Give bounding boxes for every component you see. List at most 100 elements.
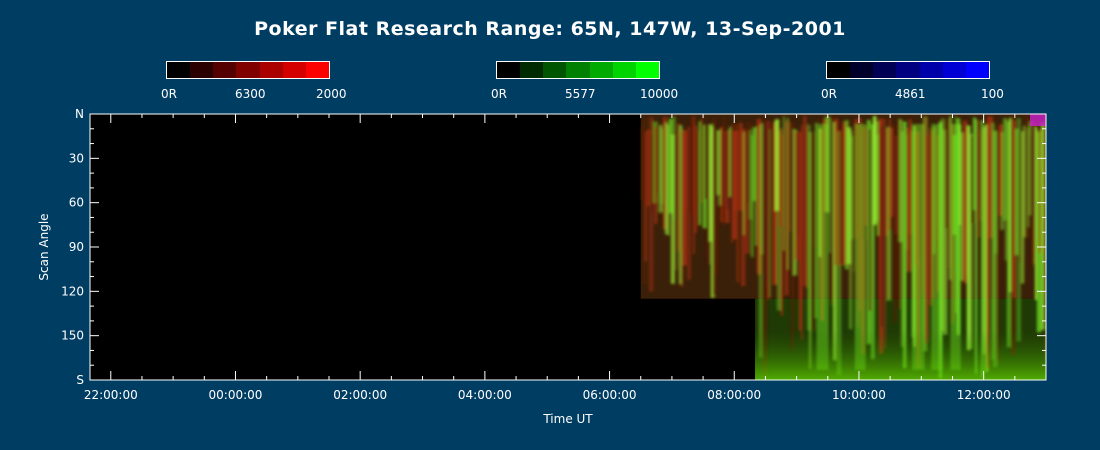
aurora-streak bbox=[1004, 119, 1008, 261]
colorbar-4861-min-label: 0R bbox=[821, 87, 837, 101]
aurora-streak bbox=[714, 131, 719, 276]
aurora-streak bbox=[684, 132, 687, 209]
aurora-streak bbox=[640, 127, 644, 201]
aurora-streak bbox=[732, 130, 737, 240]
aurora-streak bbox=[926, 135, 930, 342]
colorbar-6300 bbox=[166, 61, 330, 79]
aurora-streak bbox=[804, 125, 809, 289]
aurora-streak bbox=[678, 125, 683, 285]
aurora-streak bbox=[884, 128, 888, 237]
aurora-streak bbox=[974, 119, 978, 374]
aurora-streak bbox=[984, 124, 989, 373]
aurora-streak bbox=[720, 126, 723, 223]
aurora-streak bbox=[698, 121, 701, 225]
colorbar-segment bbox=[520, 62, 544, 78]
colorbar-segment bbox=[919, 62, 943, 78]
aurora-streak bbox=[788, 122, 792, 232]
aurora-streak bbox=[872, 116, 877, 225]
aurora-streak bbox=[832, 122, 837, 361]
aurora-arc bbox=[816, 124, 829, 370]
colorbar-segment bbox=[612, 62, 636, 78]
aurora-streak bbox=[722, 116, 726, 227]
colorbar-6300-max-label: 2000 bbox=[316, 87, 347, 101]
aurora-streak bbox=[1034, 126, 1038, 300]
aurora-streak bbox=[692, 116, 695, 255]
aurora-streak bbox=[730, 124, 734, 244]
colorbar-segment bbox=[942, 62, 966, 78]
aurora-streak bbox=[784, 121, 789, 296]
x-tick-label: 08:00:00 bbox=[707, 388, 761, 402]
aurora-streak bbox=[642, 117, 647, 285]
y-tick-label: 120 bbox=[61, 284, 84, 298]
aurora-streak bbox=[976, 120, 981, 238]
aurora-streak bbox=[666, 125, 670, 236]
x-tick-label: 06:00:00 bbox=[583, 388, 637, 402]
x-tick-label: 12:00:00 bbox=[957, 388, 1011, 402]
aurora-streak bbox=[996, 126, 1001, 362]
aurora-streak bbox=[760, 122, 764, 255]
aurora-streak bbox=[890, 127, 894, 217]
aurora-streak bbox=[898, 119, 903, 243]
aurora-streak bbox=[896, 118, 901, 309]
aurora-streak bbox=[672, 116, 676, 219]
aurora-streak bbox=[928, 128, 933, 306]
aurora-streak bbox=[676, 123, 681, 252]
colorbar-segment bbox=[850, 62, 874, 78]
colorbar-5577-mid-label: 5577 bbox=[565, 87, 596, 101]
aurora-streak bbox=[1026, 127, 1030, 228]
aurora-streaks bbox=[640, 116, 1046, 379]
aurora-streak bbox=[924, 116, 927, 345]
aurora-streak bbox=[828, 118, 833, 254]
aurora-streak bbox=[1042, 125, 1045, 300]
x-tick-label: 02:00:00 bbox=[333, 388, 387, 402]
aurora-arc bbox=[912, 124, 925, 370]
aurora-streak bbox=[664, 122, 669, 235]
aurora-streak bbox=[1020, 131, 1025, 284]
aurora-streak bbox=[646, 129, 651, 207]
colorbar-segment bbox=[167, 62, 191, 78]
aurora-streak bbox=[834, 118, 839, 266]
aurora-streak bbox=[764, 117, 768, 289]
aurora-arc bbox=[950, 124, 961, 370]
aurora-streak bbox=[658, 125, 663, 213]
aurora-streak bbox=[782, 116, 786, 251]
colorbar-segment bbox=[236, 62, 260, 78]
aurora-streak bbox=[888, 118, 892, 231]
aurora-streak bbox=[964, 131, 967, 275]
aurora-streak bbox=[870, 123, 875, 360]
aurora-arc bbox=[931, 124, 943, 370]
colorbar-segment bbox=[896, 62, 920, 78]
x-tick-label: 00:00:00 bbox=[209, 388, 263, 402]
aurora-streak bbox=[1044, 117, 1046, 360]
aurora-streak bbox=[726, 132, 730, 211]
aurora-arc bbox=[854, 124, 866, 370]
aurora-streak bbox=[752, 127, 756, 202]
aurora-streak bbox=[968, 133, 974, 350]
aurora-streak bbox=[876, 134, 880, 236]
colorbar-segment bbox=[497, 62, 521, 78]
aurora-streak bbox=[700, 117, 704, 203]
colorbar-segment bbox=[190, 62, 214, 78]
aurora-streak bbox=[998, 124, 1003, 216]
aurora-streak bbox=[902, 121, 907, 369]
aurora-streak bbox=[800, 125, 803, 340]
page-title: Poker Flat Research Range: 65N, 147W, 13… bbox=[254, 18, 846, 40]
aurora-streak bbox=[710, 126, 715, 298]
colorbar-segment bbox=[213, 62, 237, 78]
aurora-streak bbox=[770, 125, 775, 215]
aurora-streak bbox=[778, 128, 783, 227]
aurora-streak bbox=[650, 135, 654, 213]
aurora-streak bbox=[702, 124, 707, 229]
aurora-streak bbox=[880, 126, 884, 327]
aurora-streak bbox=[852, 118, 856, 272]
x-tick-label: 10:00:00 bbox=[832, 388, 886, 402]
aurora-streak bbox=[1040, 122, 1045, 330]
x-axis-label: Time UT bbox=[542, 412, 593, 426]
aurora-streak bbox=[754, 126, 759, 246]
aurora-streak bbox=[980, 120, 984, 377]
aurora-streak bbox=[768, 129, 772, 298]
aurora-streak bbox=[734, 124, 738, 211]
x-tick-label: 22:00:00 bbox=[84, 388, 138, 402]
aurora-streak bbox=[742, 132, 745, 236]
